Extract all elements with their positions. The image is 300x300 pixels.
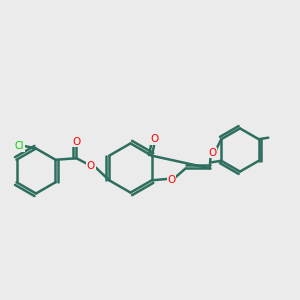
Text: O: O xyxy=(208,148,216,158)
Text: O: O xyxy=(87,161,95,171)
Text: O: O xyxy=(151,134,159,144)
Text: Cl: Cl xyxy=(15,141,24,151)
Text: O: O xyxy=(167,175,176,185)
Text: O: O xyxy=(72,137,81,147)
